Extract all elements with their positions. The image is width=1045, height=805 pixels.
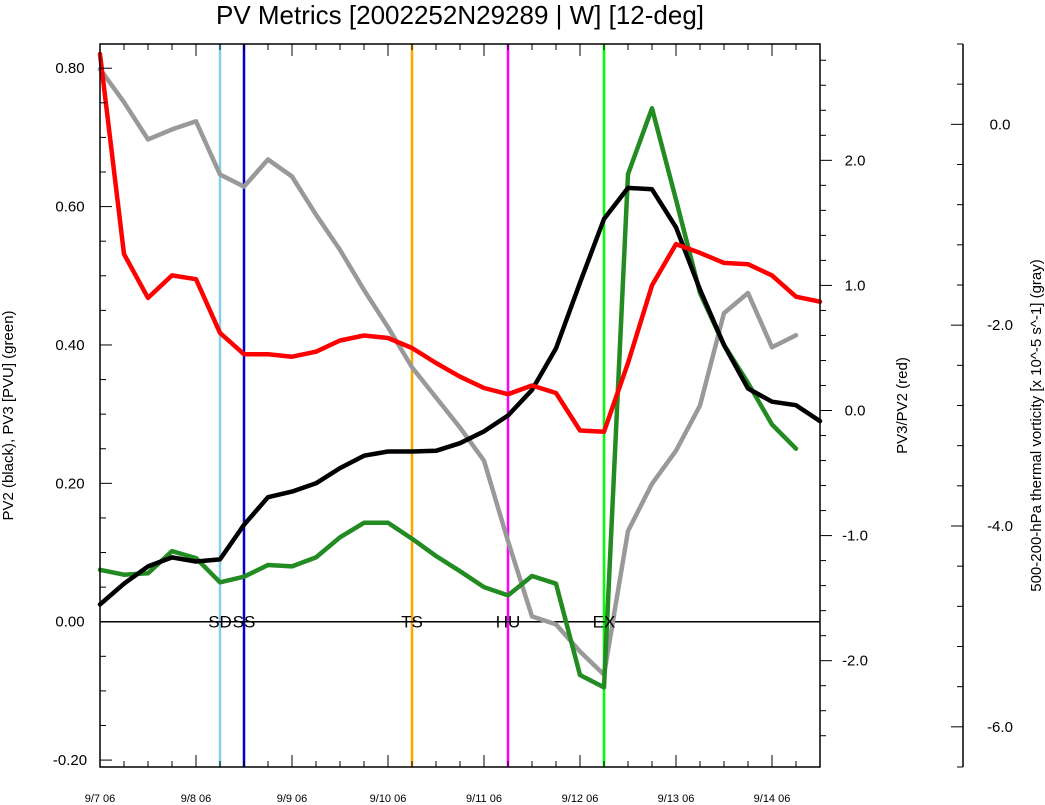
x-tick-label: 9/7 06 xyxy=(85,793,116,805)
x-tick-label: 9/10 06 xyxy=(370,793,407,805)
event-label-hu: HU xyxy=(496,613,521,632)
x-tick-label: 9/13 06 xyxy=(658,793,695,805)
x-tick-label: 9/9 06 xyxy=(277,793,308,805)
left-tick-label: -0.20 xyxy=(53,752,87,769)
event-markers xyxy=(218,44,606,767)
event-label-ts: TS xyxy=(401,613,423,632)
event-label-sd: SD xyxy=(208,613,232,632)
right1-axis-label: PV3/PV2 (red) xyxy=(894,357,911,454)
left-tick-label: 0.00 xyxy=(55,614,84,631)
data-series xyxy=(97,51,823,690)
right1-tick-label: -1.0 xyxy=(842,528,868,545)
axes: -0.20 0.00 0.20 0.40 0.60 0.80 PV2 (black), PV… xyxy=(0,43,1045,805)
right1-tick-label: -2.0 xyxy=(842,653,868,670)
pv3-line xyxy=(97,106,799,690)
event-label-ss: SS xyxy=(233,613,256,632)
chart-title: PV Metrics [2002252N29289 | W] [12-deg] xyxy=(216,0,704,30)
right2-tick-label: -4.0 xyxy=(987,518,1013,535)
event-label-ex: EX xyxy=(593,613,616,632)
x-tick-label: 9/14 06 xyxy=(754,793,791,805)
left-tick-label: 0.40 xyxy=(55,337,84,354)
right1-tick-label: 2.0 xyxy=(845,152,866,169)
event-labels: SD SS TS HU EX xyxy=(208,613,615,632)
thermal-vorticity-line xyxy=(97,66,799,677)
x-tick-label: 9/12 06 xyxy=(562,793,599,805)
right2-tick-label: 0.0 xyxy=(990,116,1011,133)
right1-tick-label: 1.0 xyxy=(845,277,866,294)
pv2-line xyxy=(97,185,823,607)
x-tick-label: 9/8 06 xyxy=(181,793,212,805)
left-tick-label: 0.20 xyxy=(55,475,84,492)
right2-tick-label: -2.0 xyxy=(987,317,1013,334)
x-tick-label: 9/11 06 xyxy=(466,793,502,805)
left-tick-label: 0.80 xyxy=(55,60,84,77)
right2-axis-label: 500-200-hPa thermal vorticity [x 10^-5 s… xyxy=(1028,259,1045,592)
right2-tick-label: -6.0 xyxy=(987,719,1013,736)
pv-ratio-line xyxy=(97,51,823,435)
left-tick-label: 0.60 xyxy=(55,199,84,216)
right1-tick-label: 0.0 xyxy=(845,403,866,420)
left-axis-label: PV2 (black), PV3 [PVU] (green) xyxy=(0,310,17,520)
